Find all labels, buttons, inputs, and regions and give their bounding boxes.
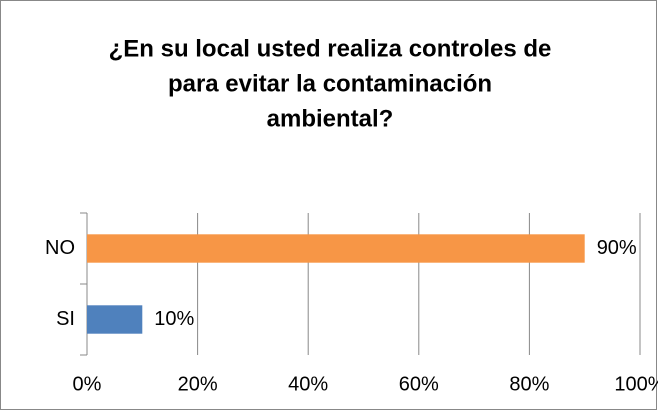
x-tick-label: 80% xyxy=(509,373,549,395)
x-tick-label: 60% xyxy=(399,373,439,395)
bar xyxy=(87,305,143,334)
data-label: 90% xyxy=(597,237,637,259)
bar xyxy=(87,234,585,263)
y-tick-label: NO xyxy=(45,237,75,259)
chart-title: ¿En su local usted realiza controles de xyxy=(109,35,552,62)
x-tick-label: 100% xyxy=(614,373,658,395)
x-tick-label: 40% xyxy=(288,373,328,395)
x-tick-label: 20% xyxy=(178,373,218,395)
data-label: 10% xyxy=(154,308,194,330)
chart-title: para evitar la contaminación xyxy=(168,70,492,97)
x-tick-label: 0% xyxy=(73,373,102,395)
y-tick-label: SI xyxy=(56,308,75,330)
chart-title: ambiental? xyxy=(267,105,394,132)
